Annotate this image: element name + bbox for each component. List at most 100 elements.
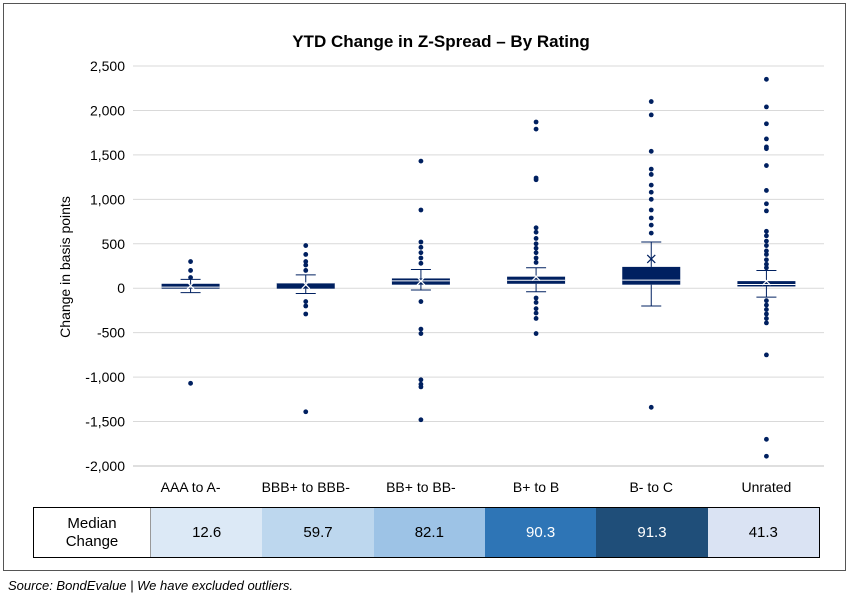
outlier-point bbox=[533, 241, 539, 247]
source-note: Source: BondEvalue | We have excluded ou… bbox=[8, 578, 293, 593]
mean-marker bbox=[186, 281, 196, 290]
outlier-point bbox=[533, 295, 539, 301]
median-label-line2: Change bbox=[65, 532, 119, 550]
outlier-point bbox=[648, 189, 654, 195]
outlier-point bbox=[764, 136, 769, 142]
outlier-point bbox=[764, 201, 769, 207]
mean-marker bbox=[416, 276, 426, 286]
outlier-point bbox=[533, 260, 539, 265]
outlier-point bbox=[648, 215, 654, 221]
outlier-point bbox=[648, 404, 654, 410]
outlier-point bbox=[764, 248, 769, 254]
median-cell: 59.7 bbox=[262, 508, 374, 557]
y-axis-ticks: 2,500 2,000 1,500 1,000 500 0 -500 -1,000 -1,500… bbox=[85, 58, 125, 474]
outlier-point bbox=[533, 255, 539, 261]
box-rect bbox=[622, 266, 681, 285]
outlier-point bbox=[648, 222, 654, 228]
box-group bbox=[391, 158, 450, 423]
box-group bbox=[276, 243, 335, 415]
x-tick-label: BB+ to BB- bbox=[386, 479, 456, 495]
boxes bbox=[161, 76, 796, 459]
outlier-point bbox=[303, 252, 309, 257]
box-group bbox=[737, 76, 796, 459]
box-group bbox=[507, 119, 566, 336]
outlier-point bbox=[648, 182, 654, 188]
outlier-point bbox=[764, 76, 769, 82]
outlier-point bbox=[764, 238, 769, 244]
outlier-point bbox=[303, 409, 309, 415]
outlier-point bbox=[764, 261, 769, 267]
y-axis-label: Change in basis points bbox=[57, 196, 73, 338]
outlier-point bbox=[303, 243, 309, 248]
outlier-point bbox=[764, 243, 769, 248]
y-tick-label: 2,500 bbox=[90, 58, 125, 74]
median-change-table: Median Change 12.6 59.7 82.1 90.3 91.3 4… bbox=[33, 507, 820, 558]
outlier-point bbox=[764, 257, 769, 263]
x-tick-label: AAA to A- bbox=[161, 479, 221, 495]
outlier-point bbox=[303, 303, 309, 309]
outlier-point bbox=[648, 172, 654, 177]
outlier-point bbox=[764, 298, 769, 304]
outlier-point bbox=[533, 331, 539, 336]
outlier-point bbox=[533, 245, 539, 251]
outlier-point bbox=[648, 166, 654, 172]
y-tick-label: 1,500 bbox=[90, 147, 125, 163]
outlier-point bbox=[418, 384, 424, 390]
median-change-label: Median Change bbox=[34, 508, 151, 557]
median-cell: 41.3 bbox=[707, 508, 819, 557]
outlier-point bbox=[418, 331, 424, 336]
x-axis-ticks: AAA to A- BBB+ to BBB- BB+ to BB- B+ to B B-… bbox=[161, 479, 792, 495]
outlier-point bbox=[533, 306, 539, 312]
outlier-point bbox=[533, 236, 539, 241]
outlier-point bbox=[648, 148, 654, 154]
outlier-point bbox=[418, 255, 424, 261]
outlier-point bbox=[303, 268, 309, 273]
median-label-line1: Median bbox=[67, 514, 117, 532]
box-rect bbox=[276, 282, 335, 289]
outlier-point bbox=[188, 380, 193, 386]
x-tick-label: Unrated bbox=[742, 479, 792, 495]
y-tick-label: -1,000 bbox=[85, 369, 125, 385]
outlier-point bbox=[533, 119, 539, 125]
outlier-point bbox=[648, 207, 654, 213]
x-tick-label: B+ to B bbox=[513, 479, 559, 495]
outlier-point bbox=[533, 250, 539, 256]
x-tick-label: B- to C bbox=[629, 479, 673, 495]
box-group bbox=[622, 99, 681, 410]
mean-marker bbox=[646, 254, 656, 264]
outlier-point bbox=[303, 299, 309, 304]
outlier-point bbox=[764, 228, 769, 234]
chart-frame bbox=[3, 3, 846, 571]
outlier-point bbox=[648, 230, 654, 236]
outlier-point bbox=[764, 316, 769, 321]
outlier-point bbox=[533, 316, 539, 321]
outlier-point bbox=[303, 259, 309, 264]
outlier-point bbox=[188, 259, 193, 264]
outlier-point bbox=[764, 265, 769, 271]
y-tick-label: 500 bbox=[102, 236, 126, 252]
outlier-point bbox=[764, 188, 769, 193]
y-tick-label: 2,000 bbox=[90, 102, 125, 118]
mean-marker bbox=[761, 276, 771, 286]
mean-marker bbox=[531, 272, 541, 282]
box-plot-chart: YTD Change in Z-Spread – By Rating Chang… bbox=[57, 32, 824, 495]
outlier-point bbox=[764, 302, 769, 308]
outlier-point bbox=[648, 99, 654, 104]
outlier-point bbox=[303, 262, 309, 268]
outlier-point bbox=[418, 250, 424, 256]
outlier-point bbox=[648, 196, 654, 202]
outlier-point bbox=[648, 112, 654, 118]
median-cell: 90.3 bbox=[484, 508, 597, 557]
outlier-point bbox=[764, 146, 769, 152]
outlier-point bbox=[764, 121, 769, 127]
outlier-point bbox=[418, 299, 424, 304]
mean-marker bbox=[301, 280, 311, 290]
chart-title: YTD Change in Z-Spread – By Rating bbox=[292, 32, 590, 51]
outlier-point bbox=[533, 177, 539, 183]
outlier-point bbox=[418, 326, 424, 332]
outlier-point bbox=[764, 352, 769, 358]
outlier-point bbox=[303, 311, 309, 317]
outlier-point bbox=[533, 225, 539, 231]
outlier-point bbox=[418, 260, 424, 266]
outlier-point bbox=[418, 239, 424, 245]
